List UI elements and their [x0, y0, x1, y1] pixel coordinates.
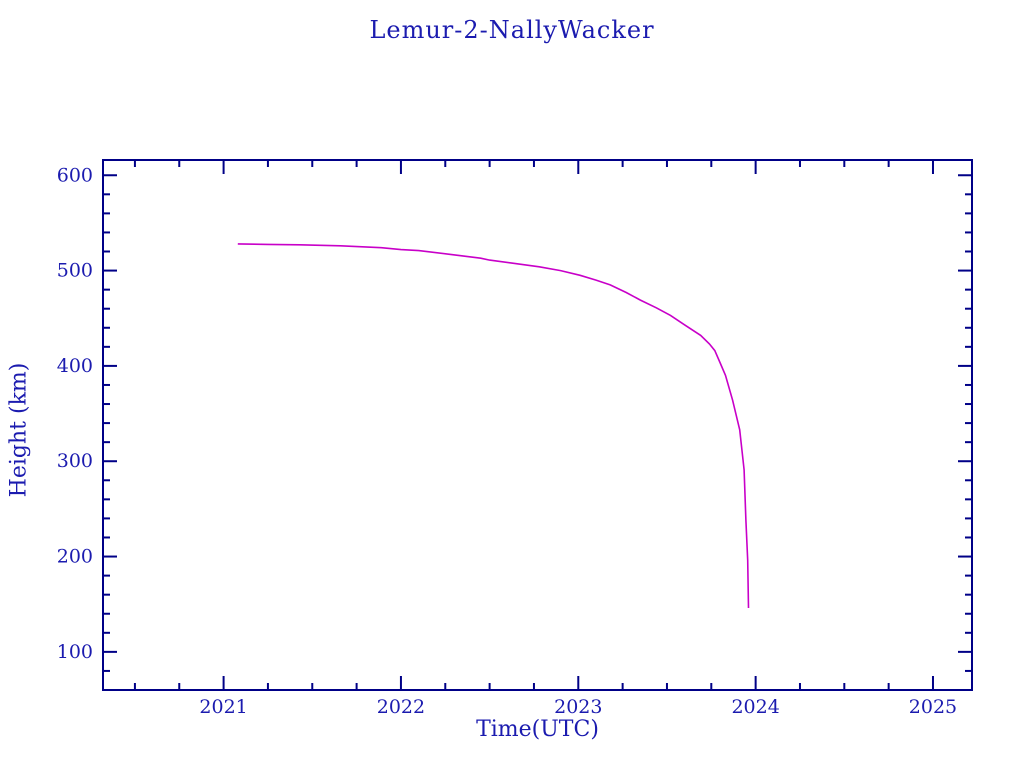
tick-labels: 2021 2022 2023 2024 2025 100 200 300 400 500 600: [57, 164, 957, 718]
x-tick-label: 2024: [731, 696, 779, 718]
y-tick-label: 500: [57, 260, 93, 282]
x-tick-label: 2022: [377, 696, 425, 718]
y-axis-title: Height (km): [6, 362, 32, 498]
y-tick-label: 100: [57, 641, 93, 663]
x-tick-label: 2025: [909, 696, 957, 718]
x-tick-label: 2023: [554, 696, 602, 718]
x-tick-label: 2021: [199, 696, 247, 718]
axis-ticks: [103, 160, 972, 690]
y-tick-label: 300: [57, 450, 93, 472]
chart-title: Lemur-2-NallyWacker: [369, 16, 655, 44]
x-axis-title: Time(UTC): [476, 717, 599, 742]
y-tick-label: 200: [57, 546, 93, 568]
y-tick-label: 400: [57, 355, 93, 377]
height-decay-curve: [237, 243, 750, 609]
y-tick-label: 600: [57, 164, 93, 186]
plot-frame: [102, 159, 973, 691]
